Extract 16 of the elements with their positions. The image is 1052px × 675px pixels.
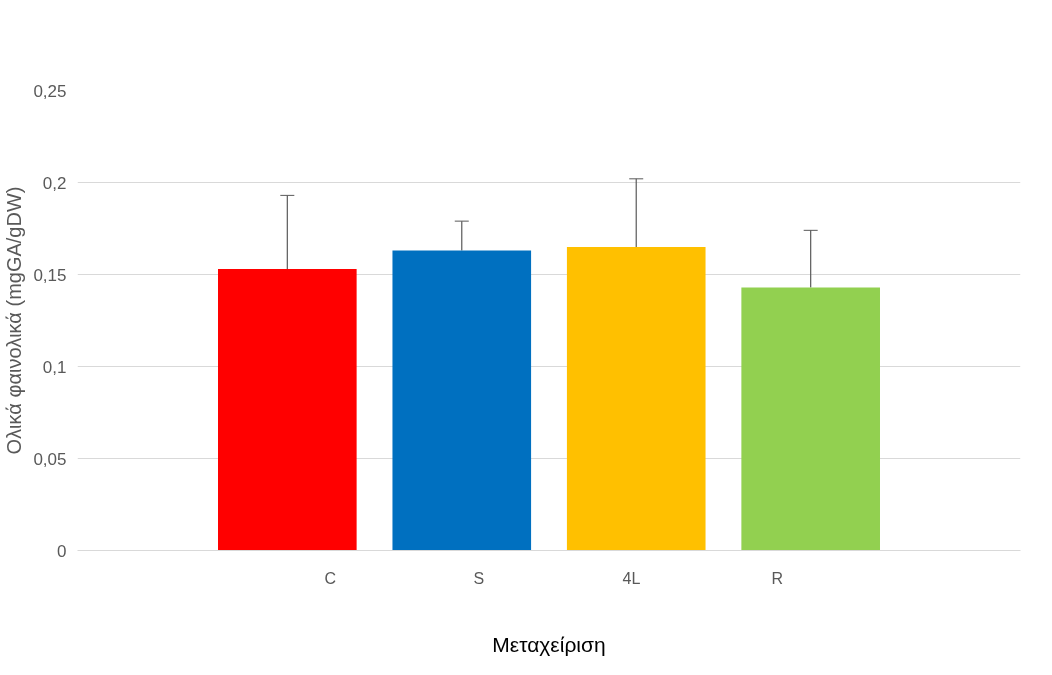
- bar: [566, 246, 706, 551]
- y-tick-label: 0,2: [42, 173, 67, 193]
- y-tick-label: 0,05: [33, 449, 67, 469]
- y-tick-label: 0,15: [33, 265, 67, 285]
- y-tick-label: 0,1: [42, 357, 67, 377]
- bar: [218, 268, 357, 551]
- y-axis-title: Ολικά φαινολικά (mgGA/gDW): [3, 186, 26, 455]
- series-label: R: [771, 570, 785, 588]
- series-label: S: [473, 570, 486, 588]
- y-tick-label: 0,25: [33, 81, 67, 101]
- series-label: 4L: [622, 570, 642, 588]
- x-axis-title: Μεταχείριση: [492, 632, 606, 656]
- bar: [392, 250, 532, 551]
- y-tick-label: 0: [57, 541, 67, 561]
- series-label: C: [324, 570, 338, 588]
- bar: [741, 287, 880, 551]
